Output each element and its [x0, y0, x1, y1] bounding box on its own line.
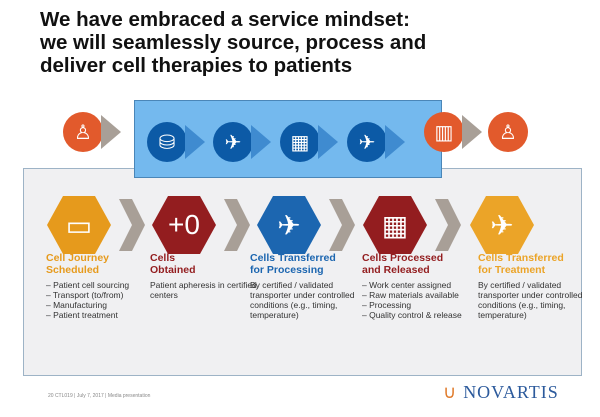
flame-icon: ∪ — [443, 382, 458, 402]
step-item: Patient apheresis in certified centers — [150, 280, 257, 300]
step-item: – Work center assigned — [362, 280, 452, 290]
building-icon: ▦ — [280, 122, 320, 162]
step-title: Cells Obtained — [150, 252, 196, 276]
page-title: We have embraced a service mindset: we w… — [40, 8, 427, 77]
step-column: Cells Obtained Patient apheresis in certi… — [150, 252, 260, 300]
chevron-arrow — [385, 125, 405, 159]
step-item: – Manufacturing — [46, 300, 107, 310]
step-item: – Quality control & release — [362, 310, 462, 320]
airplane-icon: ✈ — [347, 122, 387, 162]
airplane-icon: ✈ — [213, 122, 253, 162]
step-title: Cells Processed and Released — [362, 252, 444, 276]
step-column: Cells Processed and Released – Work cente… — [362, 252, 472, 320]
step-item: By certified / validated transporter und… — [250, 280, 355, 320]
step-item: – Raw materials available — [362, 290, 459, 300]
step-item: By certified / validated transporter und… — [478, 280, 583, 320]
chevron-arrow — [251, 125, 271, 159]
chevron-arrow — [101, 115, 121, 149]
monitor-icon: ▭ — [47, 196, 111, 254]
chevron-arrow — [462, 115, 482, 149]
chevron-arrow — [185, 125, 205, 159]
step-item: – Transport (to/from) — [46, 290, 124, 300]
step-title: Cells Transferred for Treatment — [478, 252, 564, 276]
step-column: Cells Transferred for Treatment By certif… — [478, 252, 588, 320]
footer-text: 20 CTL019 | July 7, 2017 | Media present… — [48, 393, 151, 399]
step-item: – Patient cell sourcing — [46, 280, 130, 290]
step-column: Cell Journey Scheduled – Patient cell sou… — [46, 252, 156, 320]
novartis-logo: ∪ NOVARTIS — [443, 382, 559, 402]
step-column: Cells Transferred for Processing By certi… — [250, 252, 360, 320]
chevron-arrow — [318, 125, 338, 159]
blood-bag-icon: +0 — [152, 196, 216, 254]
step-item: – Patient treatment — [46, 310, 118, 320]
hospital-icon: ▥ — [424, 112, 464, 152]
step-title: Cell Journey Scheduled — [46, 252, 110, 276]
step-item: – Processing — [362, 300, 412, 310]
person-icon: ♙ — [488, 112, 528, 152]
step-title: Cells Transferred for Processing — [250, 252, 336, 276]
iv-bag-icon: ⛁ — [147, 122, 187, 162]
person-icon: ♙ — [63, 112, 103, 152]
